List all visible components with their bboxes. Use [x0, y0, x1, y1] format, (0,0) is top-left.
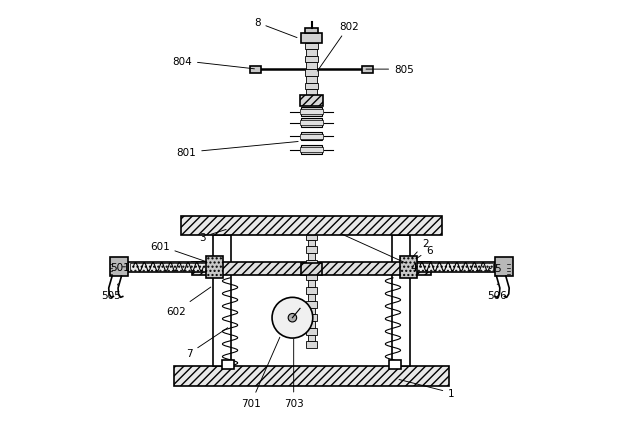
Bar	[305, 56, 318, 63]
Text: 2: 2	[412, 239, 429, 258]
Bar	[300, 121, 323, 126]
Bar	[174, 366, 449, 386]
Text: 6: 6	[416, 245, 433, 259]
Bar	[300, 134, 323, 139]
Bar	[307, 247, 316, 253]
Text: 601: 601	[150, 241, 206, 262]
Text: 3: 3	[199, 230, 226, 242]
Text: 602: 602	[167, 288, 211, 316]
Text: 703: 703	[284, 340, 303, 408]
Bar	[192, 262, 431, 276]
Bar	[222, 360, 234, 369]
Bar	[300, 96, 323, 106]
Bar	[308, 267, 315, 274]
Text: 8: 8	[254, 18, 297, 38]
Text: 4: 4	[341, 234, 417, 272]
Bar	[308, 294, 315, 301]
Bar	[307, 90, 316, 97]
Circle shape	[272, 298, 313, 338]
Bar	[308, 335, 315, 342]
Bar	[213, 235, 231, 366]
Bar	[307, 260, 316, 267]
Bar	[300, 148, 323, 153]
Bar	[495, 258, 513, 276]
Bar	[308, 240, 315, 247]
Bar	[305, 44, 318, 50]
Bar	[302, 35, 321, 44]
Bar	[389, 360, 401, 369]
Bar	[307, 77, 316, 83]
Bar	[410, 262, 495, 272]
Bar	[206, 256, 223, 278]
Text: 5: 5	[490, 264, 501, 274]
Bar	[302, 146, 321, 155]
Text: 805: 805	[366, 65, 414, 75]
Bar	[307, 50, 316, 56]
Bar	[305, 70, 318, 77]
Bar	[307, 328, 316, 335]
Text: 804: 804	[172, 57, 254, 69]
Bar	[128, 262, 213, 272]
Bar	[307, 63, 316, 70]
Bar	[307, 314, 316, 321]
Bar	[307, 301, 316, 308]
Bar	[302, 119, 321, 127]
Bar	[300, 110, 323, 115]
Text: 1: 1	[399, 380, 455, 398]
Bar	[308, 321, 315, 328]
Bar	[307, 235, 316, 240]
Bar	[307, 288, 316, 294]
Text: 7: 7	[186, 328, 228, 359]
Text: 506: 506	[487, 284, 507, 300]
Bar	[305, 29, 318, 35]
Bar	[130, 264, 211, 271]
Circle shape	[288, 314, 297, 322]
Bar	[302, 263, 321, 276]
Text: 505: 505	[102, 284, 121, 300]
Bar	[181, 216, 442, 235]
Text: 801: 801	[176, 142, 298, 158]
Bar	[305, 83, 318, 90]
Bar	[363, 66, 373, 73]
Bar	[302, 108, 321, 116]
Bar	[307, 274, 316, 281]
Bar	[308, 308, 315, 314]
Bar	[305, 97, 318, 104]
Bar	[307, 342, 316, 348]
Bar	[308, 281, 315, 288]
Text: 701: 701	[241, 337, 280, 408]
Bar	[110, 258, 128, 276]
Bar	[302, 132, 321, 141]
Bar	[400, 256, 417, 278]
Bar	[308, 253, 315, 260]
Text: 802: 802	[317, 22, 359, 72]
Bar	[250, 66, 260, 73]
Text: 501: 501	[110, 262, 130, 272]
Bar	[412, 264, 493, 271]
Bar	[392, 235, 410, 366]
